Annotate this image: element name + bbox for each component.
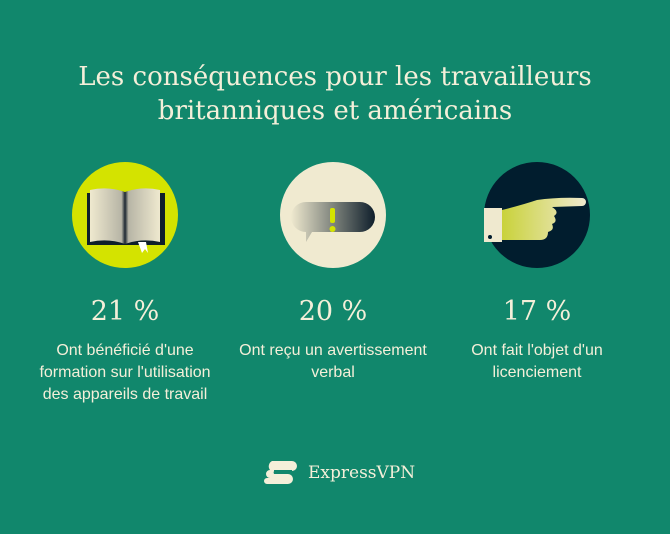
stat-training: 21 % Ont bénéficié d'une formation sur l… xyxy=(25,160,225,406)
stat-description: Ont reçu un avertissement verbal xyxy=(239,342,427,381)
stat-value: 21 % xyxy=(90,296,160,327)
brand-logo: ExpressVPN xyxy=(264,460,415,486)
open-book-icon xyxy=(72,162,178,268)
stat-description: Ont bénéficié d'une formation sur l'util… xyxy=(39,342,211,403)
expressvpn-logo-icon xyxy=(264,461,297,484)
stat-value: 20 % xyxy=(298,296,368,327)
pointing-hand-icon xyxy=(484,162,590,268)
page-title: Les conséquences pour les travailleurs b… xyxy=(78,62,592,126)
stat-dismissal: 17 % Ont fait l'objet d'un licenciement xyxy=(437,160,637,384)
brand-name: ExpressVPN xyxy=(308,463,416,483)
stat-description: Ont fait l'objet d'un licenciement xyxy=(471,342,603,381)
stat-warning: 20 % Ont reçu un avertissement verbal xyxy=(233,160,433,384)
speech-bubble-exclamation-icon xyxy=(280,162,386,268)
stat-value: 17 % xyxy=(502,296,572,327)
